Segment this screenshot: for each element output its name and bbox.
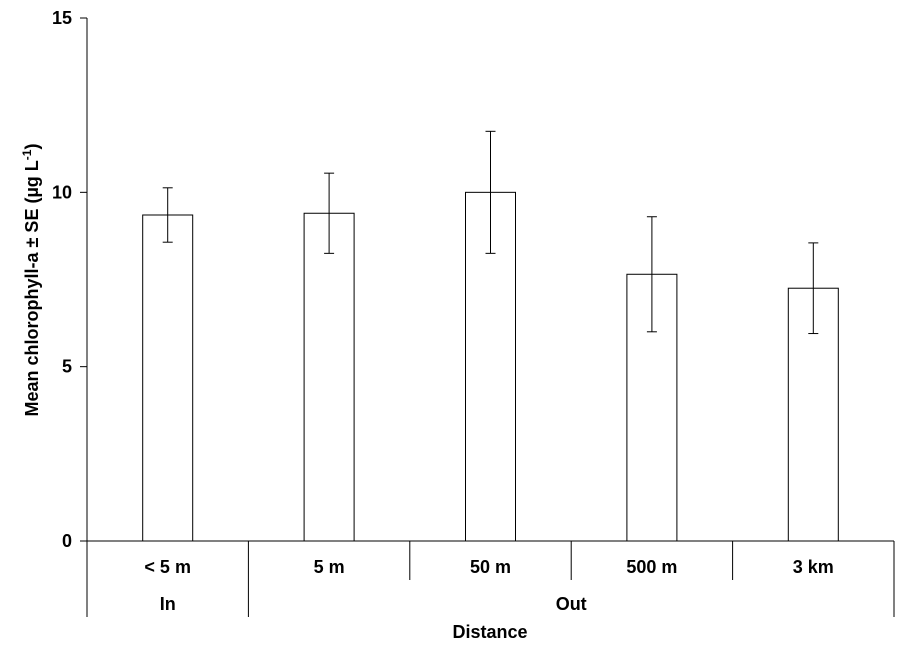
x-category-label: 5 m (314, 557, 345, 577)
y-tick-label: 0 (62, 531, 72, 551)
error-bars (162, 130, 819, 335)
y-axis-title-close: ) (22, 144, 42, 150)
x-group-label: In (160, 594, 176, 614)
y-axis-title-main: Mean chlorophyll-a ± SE (µg L (22, 160, 42, 416)
y-axis-title: Mean chlorophyll-a ± SE (µg L-1) (20, 144, 42, 417)
y-tick-label: 5 (62, 357, 72, 377)
y-tick-label: 15 (52, 8, 72, 28)
x-category-label: < 5 m (144, 557, 191, 577)
y-axis-title-superscript: -1 (20, 149, 34, 160)
y-tick-label: 10 (52, 182, 72, 202)
y-axis: 0 5 10 15 (52, 8, 88, 551)
x-axis: < 5 m 5 m 50 m 500 m 3 km In Out (86, 540, 895, 617)
x-category-label: 500 m (626, 557, 677, 577)
bar (303, 212, 355, 542)
x-group-label: Out (556, 594, 587, 614)
bars (142, 191, 839, 542)
bar (142, 214, 194, 542)
x-axis-title: Distance (452, 622, 527, 642)
x-category-label: 50 m (470, 557, 511, 577)
x-category-label: 3 km (793, 557, 834, 577)
